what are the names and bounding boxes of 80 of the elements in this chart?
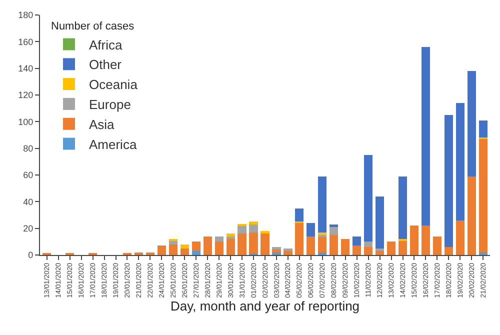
bar [386, 242, 396, 255]
bar [330, 235, 338, 255]
bar [180, 248, 189, 255]
y-tick-label: 80 [23, 143, 34, 154]
bar [238, 234, 246, 255]
y-tick-label: 160 [18, 36, 34, 47]
x-axis-title: Day, month and year of reporting [170, 298, 360, 314]
bar [456, 220, 464, 255]
bar [260, 231, 270, 234]
bar [330, 224, 338, 227]
bar [272, 252, 281, 255]
legend-label: Africa [89, 37, 123, 52]
bar [192, 251, 200, 255]
bar [478, 139, 488, 252]
bar [226, 239, 235, 255]
y-tick-label: 120 [18, 90, 34, 100]
bar [364, 155, 373, 242]
y-tick-label: 180 [18, 10, 34, 20]
y-tick-label: 40 [23, 196, 34, 207]
legend-label: Other [89, 57, 122, 72]
legend-label: Europe [89, 97, 131, 112]
legend-label: Asia [89, 116, 116, 132]
y-tick-label: 60 [23, 170, 34, 180]
y-tick-label: 0 [28, 250, 34, 260]
bar [478, 252, 488, 255]
bar [134, 252, 144, 255]
bar [295, 208, 304, 222]
bar [306, 236, 316, 255]
bar [364, 247, 373, 255]
bar [432, 236, 442, 255]
bar [226, 234, 235, 236]
bar [444, 247, 453, 255]
y-tick-label: 100 [18, 116, 34, 127]
bar [284, 251, 292, 255]
bar [306, 223, 316, 236]
bar [467, 71, 476, 176]
bar [249, 232, 258, 254]
bar [260, 234, 270, 255]
bar [318, 232, 327, 235]
y-tick-label: 140 [18, 63, 34, 74]
bar [352, 246, 362, 255]
bar [410, 226, 419, 255]
bar [398, 176, 408, 239]
y-tick-label: 20 [23, 223, 34, 234]
bar [192, 242, 200, 251]
legend-label: America [89, 136, 138, 152]
bar [249, 222, 258, 224]
bar [284, 248, 292, 251]
bar [318, 252, 327, 255]
bar [226, 236, 235, 239]
bar [421, 226, 430, 255]
bar [444, 115, 453, 247]
bar [398, 240, 408, 255]
bar [352, 236, 362, 246]
bar [238, 226, 246, 234]
bar [272, 247, 281, 250]
bar [318, 176, 327, 232]
bar [467, 176, 476, 255]
bar [157, 246, 166, 255]
bar [203, 236, 212, 255]
bar [421, 47, 430, 226]
bar [375, 196, 384, 248]
bar [456, 103, 464, 220]
bar [214, 242, 224, 255]
bar [318, 236, 327, 252]
bar [214, 236, 224, 242]
bar [146, 252, 155, 255]
bar [478, 120, 488, 138]
legend-title: Number of cases [51, 20, 135, 32]
bar [364, 242, 373, 247]
bar [375, 248, 384, 251]
bar [330, 227, 338, 235]
bar [341, 239, 350, 255]
bar [180, 244, 189, 248]
bar [295, 223, 304, 255]
legend-label: Oceania [89, 77, 138, 92]
bar [375, 251, 384, 255]
bar [168, 244, 178, 255]
bar [249, 224, 258, 232]
bar [272, 250, 281, 252]
